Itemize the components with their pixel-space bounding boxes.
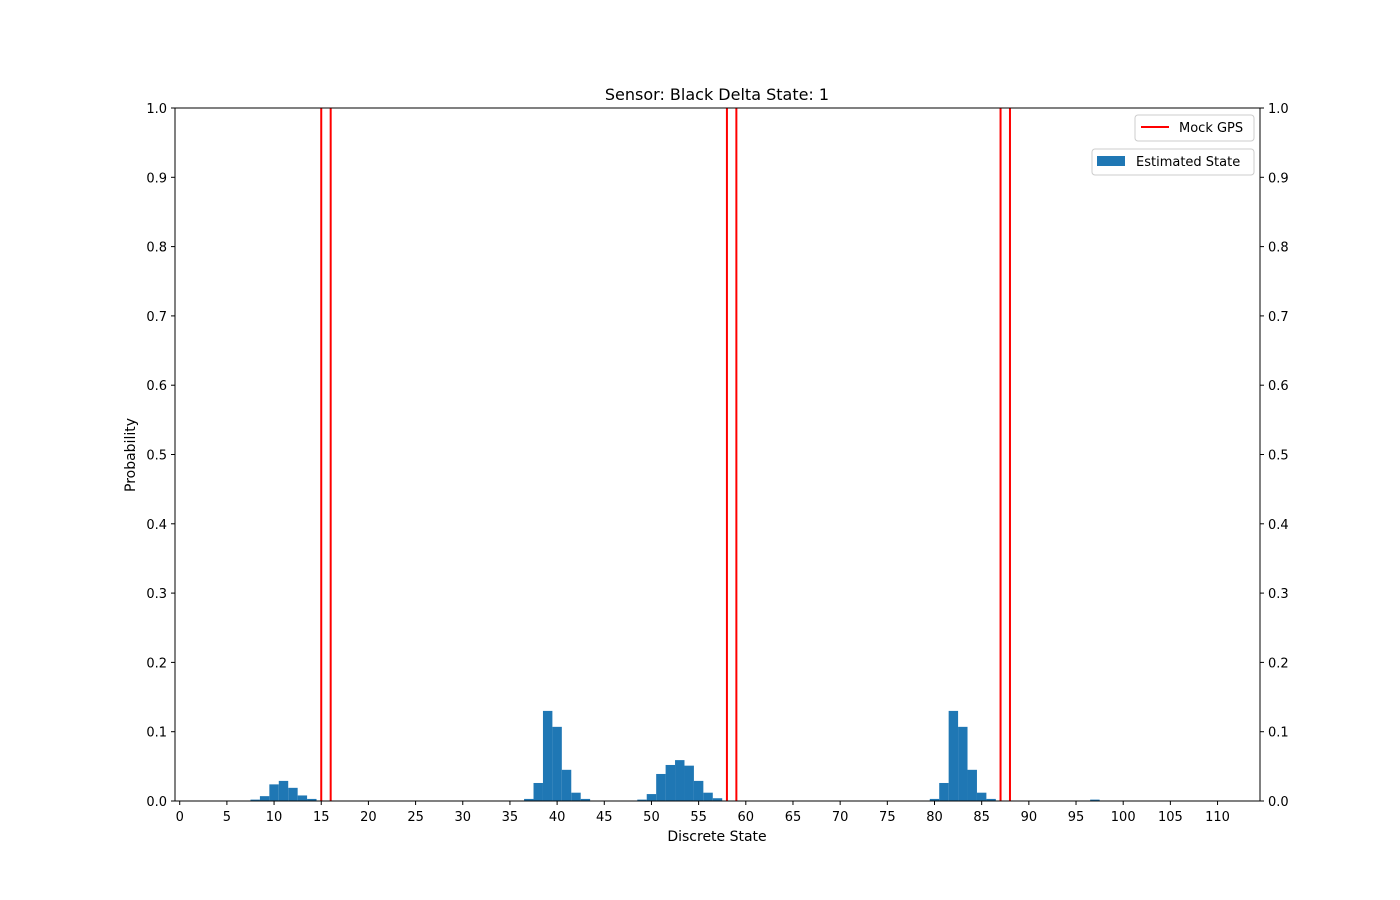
bar <box>929 798 940 801</box>
bar <box>259 796 270 801</box>
bar <box>646 794 657 801</box>
chart-title: Sensor: Black Delta State: 1 <box>605 85 829 104</box>
right-y-tick-label: 0.2 <box>1268 656 1289 671</box>
right-y-tick-label: 0.6 <box>1268 379 1289 394</box>
x-tick-label: 5 <box>223 810 231 825</box>
bar <box>976 792 987 801</box>
bar <box>542 710 553 801</box>
right-y-axis-ticks: 0.0 0.1 0.2 0.3 0.4 0.5 0.6 0.7 0.8 0.9 1.0 <box>1260 102 1289 810</box>
bar <box>297 795 308 801</box>
bar <box>948 710 959 801</box>
x-tick-label: 15 <box>313 810 330 825</box>
bar <box>269 784 279 801</box>
right-y-tick-label: 0.7 <box>1268 310 1289 325</box>
plot-frame <box>174 107 1261 802</box>
x-tick-label: 80 <box>926 810 943 825</box>
x-tick-label: 95 <box>1068 810 1085 825</box>
gps-line-series <box>320 108 1011 801</box>
y-tick-label: 0.7 <box>146 310 167 325</box>
legend-box <box>1091 148 1255 176</box>
x-tick-label: 40 <box>549 810 566 825</box>
x-tick-label: 60 <box>738 810 755 825</box>
bar-series <box>250 710 1100 801</box>
x-tick-label: 85 <box>973 810 990 825</box>
y-tick-label: 0.4 <box>146 518 167 533</box>
x-tick-label: 110 <box>1205 810 1230 825</box>
y-tick-label: 0.5 <box>146 449 167 464</box>
x-tick-label: 10 <box>266 810 283 825</box>
bar <box>967 769 977 801</box>
legend-mock-gps: Mock GPS <box>1134 114 1255 142</box>
x-tick-label: 100 <box>1111 810 1136 825</box>
right-y-tick-label: 0.1 <box>1268 726 1289 741</box>
x-axis-ticks: 0 5 10 15 20 25 30 35 40 45 50 55 60 65 70 75 80 85 90 95 10… <box>176 801 1230 825</box>
bar <box>278 780 289 801</box>
x-tick-label: 75 <box>879 810 896 825</box>
bar <box>561 769 572 801</box>
bar <box>693 780 704 801</box>
x-tick-label: 20 <box>360 810 377 825</box>
right-y-tick-label: 0.4 <box>1268 518 1289 533</box>
bar <box>939 782 949 801</box>
legend-box <box>1134 114 1255 142</box>
x-tick-label: 70 <box>832 810 849 825</box>
bar <box>712 798 723 801</box>
x-tick-label: 45 <box>596 810 613 825</box>
y-tick-label: 0.6 <box>146 379 167 394</box>
bar <box>986 798 996 801</box>
x-tick-label: 65 <box>785 810 802 825</box>
y-tick-label: 0.3 <box>146 587 167 602</box>
x-tick-label: 30 <box>454 810 471 825</box>
right-y-tick-label: 0.5 <box>1268 449 1289 464</box>
x-axis-label: Discrete State <box>667 829 766 845</box>
legend-estimated-state: Estimated State <box>1091 148 1255 176</box>
left-y-axis-ticks: 0.0 0.1 0.2 0.3 0.4 0.5 0.6 0.7 0.8 0.9 1.0 <box>146 102 175 810</box>
legend-estimated-label: Estimated State <box>1136 155 1240 170</box>
bar <box>533 782 543 801</box>
bar <box>250 799 260 801</box>
right-y-tick-label: 0.8 <box>1268 241 1289 256</box>
y-tick-label: 0.8 <box>146 241 167 256</box>
bar <box>552 726 562 801</box>
bar <box>675 760 685 801</box>
bar <box>580 798 591 801</box>
bar <box>288 787 298 801</box>
bar <box>1090 799 1100 801</box>
bar <box>703 792 713 801</box>
right-y-tick-label: 0.0 <box>1268 795 1289 810</box>
x-tick-label: 90 <box>1021 810 1038 825</box>
right-y-tick-label: 1.0 <box>1268 102 1289 117</box>
y-tick-label: 0.0 <box>146 795 167 810</box>
x-tick-label: 50 <box>643 810 660 825</box>
x-tick-label: 55 <box>690 810 707 825</box>
y-tick-label: 0.2 <box>146 656 167 671</box>
right-y-tick-label: 0.9 <box>1268 171 1289 186</box>
bar <box>524 798 534 801</box>
y-tick-label: 0.9 <box>146 171 167 186</box>
y-tick-label: 0.1 <box>146 726 167 741</box>
right-y-tick-label: 0.3 <box>1268 587 1289 602</box>
bar <box>637 799 647 801</box>
x-tick-label: 25 <box>407 810 424 825</box>
x-tick-label: 0 <box>176 810 184 825</box>
bar <box>684 765 694 801</box>
bar <box>665 764 676 801</box>
legend-gps-label: Mock GPS <box>1179 121 1243 136</box>
x-tick-label: 35 <box>502 810 519 825</box>
bar <box>571 792 581 801</box>
bar <box>307 798 317 801</box>
x-tick-label: 105 <box>1158 810 1183 825</box>
legend-estimated-swatch <box>1097 156 1125 166</box>
y-axis-label: Probability <box>123 418 139 492</box>
bar <box>958 726 968 801</box>
y-tick-label: 1.0 <box>146 102 167 117</box>
bar <box>656 773 666 801</box>
